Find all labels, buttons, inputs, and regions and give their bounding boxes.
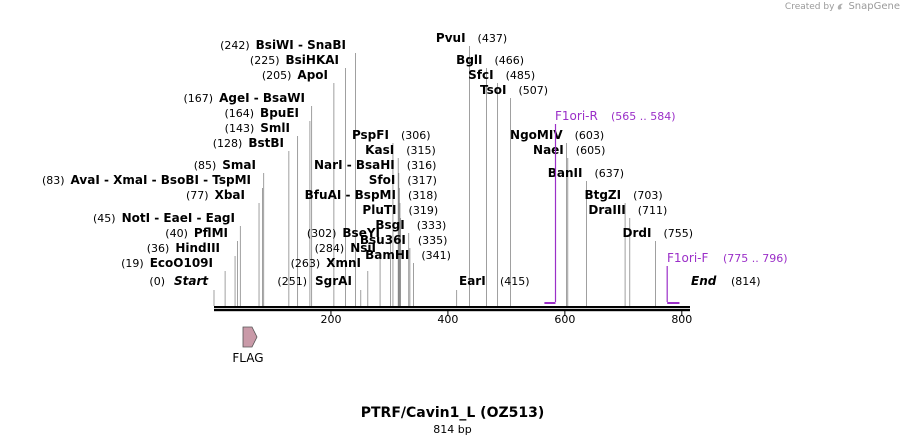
enzyme-name: BstBI <box>248 136 284 150</box>
enzyme-position: (167) <box>184 92 214 105</box>
enzyme-position: (77) <box>186 189 209 202</box>
enzyme-name: KasI <box>365 143 394 157</box>
enzyme-position: (605) <box>576 144 606 157</box>
start-position: (0) <box>149 275 165 288</box>
enzyme-position: (485) <box>506 69 536 82</box>
enzyme-position: (333) <box>417 219 447 232</box>
enzyme-position: (318) <box>408 189 438 202</box>
enzyme-name: BglI <box>456 53 482 67</box>
snapgene-logo-icon <box>838 3 844 10</box>
enzyme-position: (242) <box>220 39 250 52</box>
enzyme-position: (703) <box>633 189 663 202</box>
enzyme-position: (711) <box>638 204 668 217</box>
flag-feature-arrow <box>242 326 258 348</box>
primer-range: (775 .. 796) <box>723 252 788 265</box>
enzyme-position: (306) <box>401 129 431 142</box>
enzyme-position: (45) <box>93 212 116 225</box>
enzyme-name: BsiHKAI <box>286 53 340 67</box>
enzyme-position: (341) <box>421 249 451 262</box>
enzyme-name: NaeI <box>533 143 564 157</box>
snapgene-credit: Created by SnapGene <box>785 1 900 12</box>
backbone-bottom-strand <box>214 309 690 312</box>
enzyme-position: (637) <box>594 167 624 180</box>
enzyme-name: PluTI <box>362 203 396 217</box>
enzyme-name: EarI <box>459 274 486 288</box>
enzyme-name: BamHI <box>365 248 409 262</box>
enzyme-position: (83) <box>42 174 65 187</box>
enzyme-position: (251) <box>277 275 307 288</box>
enzyme-name: BanII <box>548 166 583 180</box>
enzyme-name: AvaI - XmaI - BsoBI - TspMI <box>71 173 251 187</box>
start-label: Start <box>174 274 209 288</box>
enzyme-name: PspFI <box>352 128 389 142</box>
axis-tick-label: 800 <box>671 313 692 326</box>
enzyme-position: (85) <box>194 159 217 172</box>
map-title: PTRF/Cavin1_L (OZ513) <box>360 405 545 421</box>
enzyme-position: (437) <box>478 32 508 45</box>
enzyme-name: HindIII <box>175 241 220 255</box>
enzyme-name: NotI - EaeI - EagI <box>122 211 235 225</box>
enzyme-name: BpuEI <box>260 106 299 120</box>
credit-prefix: Created by <box>784 1 835 12</box>
credit-brand: SnapGene <box>848 1 900 12</box>
primer-range: (565 .. 584) <box>611 110 676 123</box>
enzyme-position: (317) <box>407 174 437 187</box>
enzyme-name: PvuI <box>436 31 466 45</box>
end-position: (814) <box>731 275 761 288</box>
primer-name: F1ori-R <box>555 109 598 123</box>
enzyme-position: (225) <box>250 54 280 67</box>
enzyme-name: TsoI <box>480 83 506 97</box>
backbone-top-strand <box>214 306 690 309</box>
enzyme-name: BsiWI - SnaBI <box>256 38 346 52</box>
enzyme-position: (755) <box>663 227 693 240</box>
enzyme-position: (315) <box>406 144 436 157</box>
enzyme-position: (284) <box>315 242 345 255</box>
enzyme-name: NsiI <box>350 241 376 255</box>
enzyme-name: EcoO109I <box>150 256 213 270</box>
flag-feature-label: FLAG <box>232 351 263 365</box>
enzyme-position: (466) <box>495 54 525 67</box>
enzyme-position: (143) <box>225 122 255 135</box>
enzyme-position: (415) <box>500 275 530 288</box>
enzyme-position: (507) <box>518 84 548 97</box>
enzyme-name: BseYI <box>342 226 380 240</box>
enzyme-name: BtgZI <box>584 188 621 202</box>
enzyme-position: (302) <box>307 227 337 240</box>
enzyme-name: Bsu36I <box>360 233 406 247</box>
enzyme-name: SmaI <box>222 158 256 172</box>
enzyme-position: (263) <box>291 257 321 270</box>
enzyme-position: (603) <box>575 129 605 142</box>
enzyme-name: DrdI <box>623 226 652 240</box>
enzyme-position: (164) <box>224 107 254 120</box>
enzyme-position: (128) <box>213 137 243 150</box>
enzyme-name: SgrAI <box>315 274 352 288</box>
axis-tick-label: 600 <box>554 313 575 326</box>
axis-tick-label: 200 <box>320 313 341 326</box>
enzyme-name: ApoI <box>297 68 328 82</box>
enzyme-name: SfcI <box>468 68 493 82</box>
enzyme-name: SmlI <box>260 121 290 135</box>
enzyme-name: NgoMIV <box>510 128 563 142</box>
axis-tick-label: 400 <box>437 313 458 326</box>
enzyme-position: (205) <box>262 69 292 82</box>
enzyme-position: (40) <box>165 227 188 240</box>
enzyme-name: XbaI <box>215 188 245 202</box>
enzyme-position: (36) <box>147 242 170 255</box>
enzyme-name: SfoI <box>369 173 396 187</box>
enzyme-name: DraIII <box>588 203 625 217</box>
end-label: End <box>691 274 717 288</box>
primer-name: F1ori-F <box>667 251 708 265</box>
enzyme-position: (19) <box>121 257 144 270</box>
enzyme-name: BfuAI - BspMI <box>305 188 396 202</box>
enzyme-name: NarI - BsaHI <box>314 158 395 172</box>
enzyme-position: (319) <box>409 204 439 217</box>
map-length: 814 bp <box>433 423 472 436</box>
enzyme-name: PflMI <box>194 226 228 240</box>
enzyme-position: (316) <box>407 159 437 172</box>
enzyme-position: (335) <box>418 234 448 247</box>
enzyme-name: XmnI <box>326 256 361 270</box>
enzyme-name: AgeI - BsaWI <box>219 91 305 105</box>
enzyme-name: BsgI <box>375 218 404 232</box>
